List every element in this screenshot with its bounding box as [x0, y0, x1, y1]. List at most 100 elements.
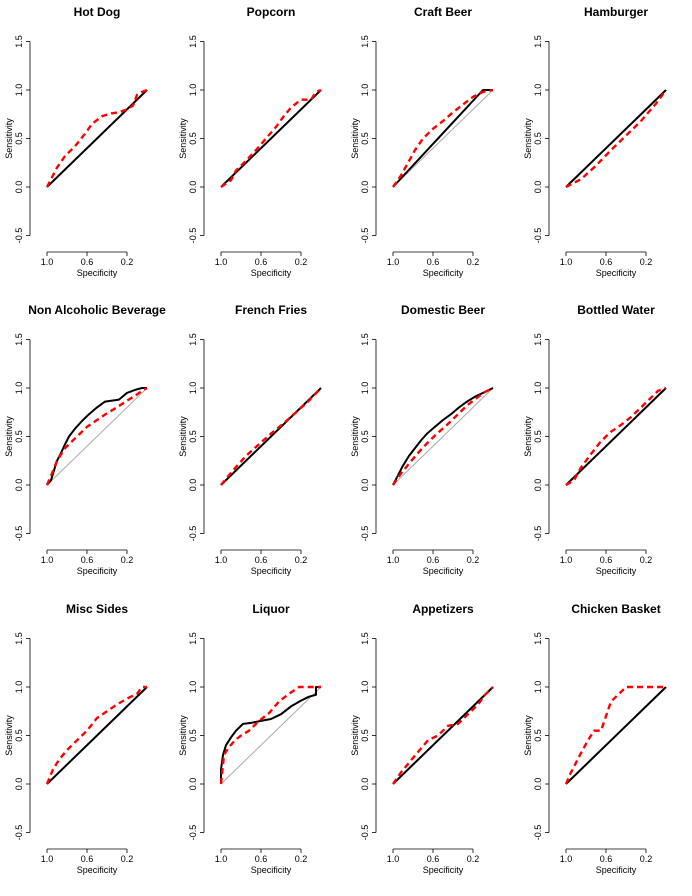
y-tick-label: 1.5: [533, 35, 543, 48]
series-red-line: [392, 686, 494, 785]
y-tick-label: 0.0: [533, 181, 543, 194]
y-axis-label: Sensitivity: [523, 416, 533, 457]
y-axis-label: Sensitivity: [4, 715, 14, 756]
y-tick-label: 0.0: [188, 181, 198, 194]
y-tick-label: -0.5: [360, 825, 370, 841]
y-tick-label: -0.5: [14, 228, 24, 244]
y-axis-label: Sensitivity: [350, 416, 360, 457]
x-tick-label: 0.2: [467, 555, 480, 565]
x-tick-label: 0.2: [467, 257, 480, 267]
y-tick-label: 0.5: [14, 430, 24, 443]
x-tick-label: 0.6: [600, 555, 613, 565]
reference-diagonal: [220, 686, 322, 785]
panel-title: French Fries: [235, 303, 307, 317]
series-red-line: [219, 685, 321, 785]
series-black-line: [565, 89, 667, 188]
y-tick-label: 0.5: [188, 132, 198, 145]
y-tick-label: 1.0: [360, 84, 370, 97]
x-axis-label: Specificity: [77, 566, 118, 576]
x-axis-label: Specificity: [251, 566, 292, 576]
x-tick-label: 1.0: [215, 257, 228, 267]
panel-3: Hamburger -0.5 0.0 0.5 1.0 1.5 Sensitivity 1.0 0…: [523, 5, 667, 278]
panel-title: Hot Dog: [74, 5, 121, 19]
y-axis-label: Sensitivity: [523, 715, 533, 756]
series-red-line: [220, 88, 322, 188]
x-tick-label: 0.6: [600, 257, 613, 267]
x-tick-label: 1.0: [41, 854, 54, 864]
panel-2: Craft Beer -0.5 0.0 0.5 1.0 1.5 Sensitivity 1.0…: [350, 5, 494, 278]
y-tick-label: 0.5: [360, 430, 370, 443]
y-tick-label: 0.5: [360, 729, 370, 742]
y-axis-label: Sensitivity: [4, 118, 14, 159]
panel-8: Misc Sides -0.5 0.0 0.5 1.0 1.5 Sensitivity 1.0…: [4, 602, 148, 875]
y-tick-label: -0.5: [188, 526, 198, 542]
series-black-line: [392, 686, 494, 785]
y-tick-label: 0.0: [533, 778, 543, 791]
x-axis-label: Specificity: [423, 865, 464, 875]
y-tick-label: 1.0: [360, 382, 370, 395]
x-tick-label: 1.0: [387, 854, 400, 864]
y-tick-label: 1.5: [14, 333, 24, 346]
y-tick-label: 0.0: [360, 778, 370, 791]
y-tick-label: 1.5: [360, 632, 370, 645]
panel-5: French Fries -0.5 0.0 0.5 1.0 1.5 Sensitivity 1…: [178, 303, 322, 576]
x-tick-label: 0.2: [121, 854, 134, 864]
panel-4: Non Alcoholic Beverage -0.5 0.0 0.5 1.0 1.5 Se…: [4, 303, 166, 576]
series-red-line: [45, 685, 147, 785]
y-tick-label: 1.5: [533, 632, 543, 645]
y-tick-label: 0.0: [188, 479, 198, 492]
x-tick-label: 0.2: [121, 257, 134, 267]
y-tick-label: 1.0: [188, 382, 198, 395]
y-tick-label: 1.0: [14, 681, 24, 694]
x-tick-label: 0.6: [427, 854, 440, 864]
y-tick-label: -0.5: [360, 526, 370, 542]
y-tick-label: -0.5: [360, 228, 370, 244]
series-black-line: [565, 686, 667, 785]
series-red-line: [392, 88, 494, 188]
x-tick-label: 1.0: [41, 257, 54, 267]
y-tick-label: 0.0: [14, 479, 24, 492]
panel-6: Domestic Beer -0.5 0.0 0.5 1.0 1.5 Sensitivity…: [350, 303, 494, 576]
reference-diagonal: [392, 387, 494, 486]
y-tick-label: 0.0: [188, 778, 198, 791]
x-tick-label: 0.6: [255, 555, 268, 565]
y-tick-label: 1.0: [533, 84, 543, 97]
x-axis-label: Specificity: [596, 268, 637, 278]
y-tick-label: 0.0: [533, 479, 543, 492]
y-tick-label: 1.0: [188, 681, 198, 694]
x-axis-label: Specificity: [423, 566, 464, 576]
x-axis-label: Specificity: [596, 865, 637, 875]
x-tick-label: 1.0: [387, 555, 400, 565]
y-tick-label: -0.5: [14, 526, 24, 542]
panel-title: Domestic Beer: [401, 303, 485, 317]
y-tick-label: -0.5: [533, 825, 543, 841]
y-tick-label: 0.0: [360, 181, 370, 194]
x-tick-label: 0.2: [640, 257, 653, 267]
series-black-line: [220, 387, 322, 486]
x-tick-label: 0.6: [81, 257, 94, 267]
x-tick-label: 0.6: [81, 854, 94, 864]
y-tick-label: 1.5: [14, 632, 24, 645]
y-tick-label: 0.5: [188, 729, 198, 742]
y-tick-label: 1.5: [360, 333, 370, 346]
series-black-line: [220, 89, 322, 188]
y-axis-label: Sensitivity: [178, 118, 188, 159]
x-tick-label: 0.6: [255, 257, 268, 267]
y-axis-label: Sensitivity: [4, 416, 14, 457]
x-axis-label: Specificity: [423, 268, 464, 278]
y-tick-label: 1.0: [188, 84, 198, 97]
x-axis-label: Specificity: [251, 865, 292, 875]
x-tick-label: 0.2: [295, 854, 308, 864]
panel-9: Liquor -0.5 0.0 0.5 1.0 1.5 Sensitivity 1.0 0.6 0…: [178, 602, 322, 875]
y-tick-label: 1.5: [188, 35, 198, 48]
panel-title: Liquor: [252, 602, 290, 616]
x-tick-label: 1.0: [560, 854, 573, 864]
x-tick-label: 1.0: [215, 555, 228, 565]
x-axis-label: Specificity: [77, 268, 118, 278]
y-tick-label: 0.5: [14, 729, 24, 742]
x-tick-label: 1.0: [560, 257, 573, 267]
panel-title: Misc Sides: [66, 602, 128, 616]
panel-0: Hot Dog -0.5 0.0 0.5 1.0 1.5 Sensitivity 1.0 0.6…: [4, 5, 148, 278]
x-tick-label: 1.0: [387, 257, 400, 267]
